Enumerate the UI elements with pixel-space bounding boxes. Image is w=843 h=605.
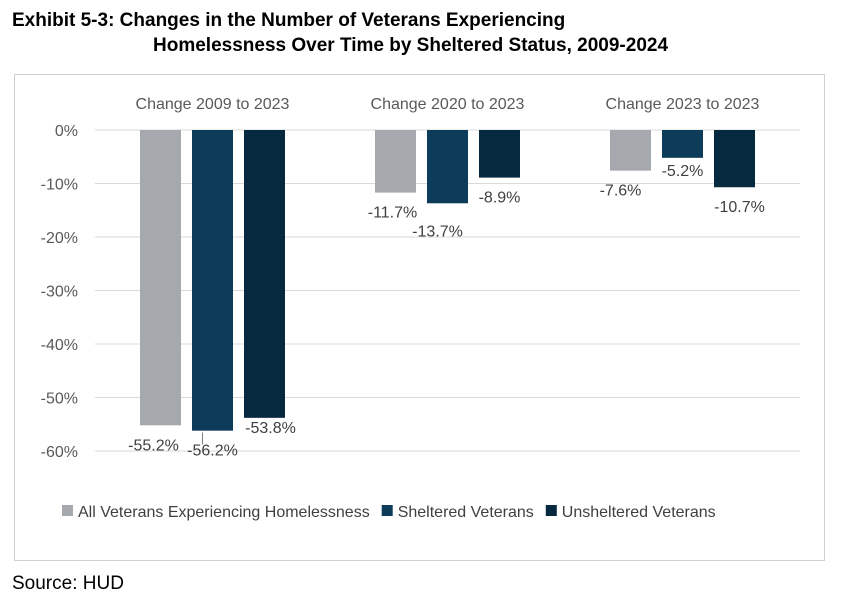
data-label: -53.8% [245, 420, 296, 437]
y-tick-label: -60% [41, 444, 78, 461]
legend-label: Unsheltered Veterans [562, 504, 716, 521]
legend-label: All Veterans Experiencing Homelessness [78, 504, 370, 521]
data-label: -55.2% [128, 437, 179, 454]
bar [140, 130, 181, 426]
y-tick-label: -20% [41, 230, 78, 247]
chart-title-line-1: Exhibit 5-3: Changes in the Number of Ve… [12, 10, 566, 31]
chart-title: Exhibit 5-3: Changes in the Number of Ve… [12, 8, 668, 58]
bar [714, 130, 755, 188]
legend-label: Sheltered Veterans [398, 504, 534, 521]
y-tick-label: -30% [41, 284, 78, 301]
data-label: -5.2% [662, 163, 704, 180]
category-label: Change 2009 to 2023 [136, 96, 290, 113]
category-label: Change 2023 to 2023 [606, 96, 760, 113]
source-note: Source: HUD [12, 573, 124, 594]
data-label: -11.7% [368, 205, 418, 222]
bar [662, 130, 703, 158]
bar [244, 130, 285, 418]
bar [479, 130, 520, 178]
data-label: -7.6% [600, 183, 642, 200]
data-label: -10.7% [714, 199, 765, 216]
bar [427, 130, 468, 204]
data-label: -56.2% [187, 443, 238, 460]
chart-frame [14, 74, 825, 561]
y-tick-label: -50% [41, 391, 78, 408]
bar [375, 130, 416, 193]
y-tick-label: 0% [55, 123, 78, 140]
legend-swatch [381, 505, 393, 516]
data-label: -8.9% [479, 190, 521, 207]
bar [610, 130, 651, 171]
bar [192, 130, 233, 431]
data-label: -13.7% [412, 223, 463, 240]
y-tick-label: -10% [41, 177, 78, 194]
chart-title-line-2: Homelessness Over Time by Sheltered Stat… [153, 35, 669, 56]
legend-swatch [545, 505, 557, 516]
y-tick-label: -40% [41, 337, 78, 354]
category-label: Change 2020 to 2023 [371, 96, 525, 113]
legend-swatch [62, 505, 73, 516]
